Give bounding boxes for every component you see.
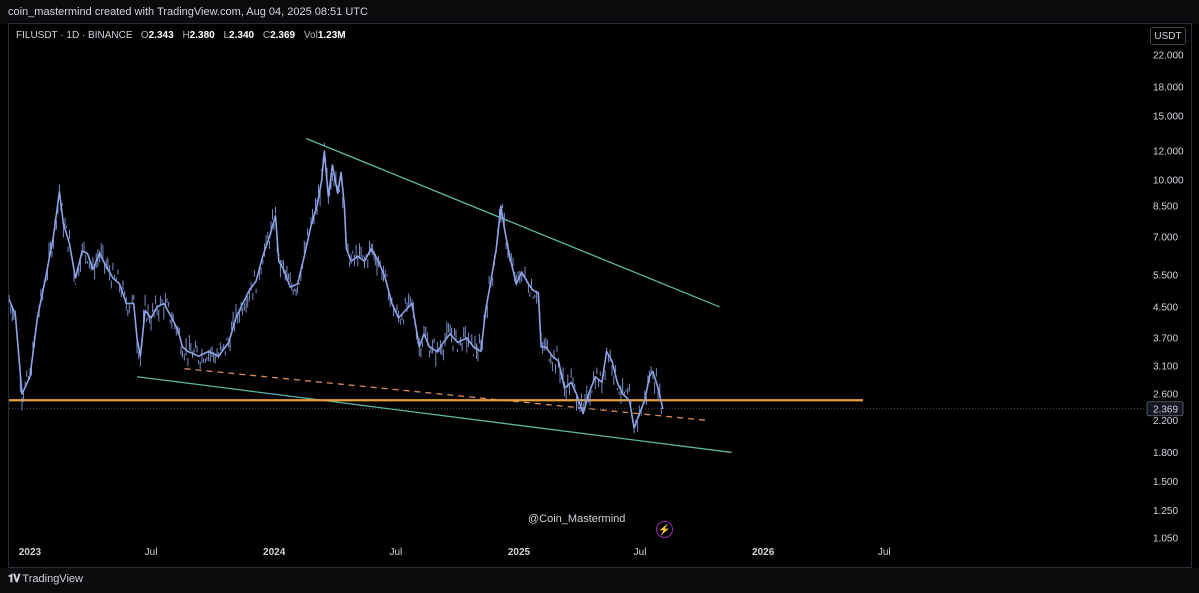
chart-frame	[8, 23, 1192, 568]
drawings	[9, 137, 863, 454]
x-tick-label: Jul	[145, 547, 158, 558]
y-tick-label: 1.250	[1153, 506, 1178, 517]
x-axis: 2023 Jul 2024 Jul 2025 Jul 2026 Jul	[19, 547, 891, 558]
y-tick-label: 1.500	[1153, 477, 1178, 488]
y-axis: 22.000 18.000 15.000 12.000 10.000 8.500 7.000…	[1153, 51, 1184, 545]
chart-header: coin_mastermind created with TradingView…	[0, 0, 1199, 24]
y-tick-label: 12.000	[1153, 147, 1184, 158]
low-label: L	[223, 30, 230, 41]
y-tick-label: 8.500	[1153, 201, 1178, 212]
y-tick-label: 3.700	[1153, 334, 1178, 345]
last-price-label: 2.369	[1153, 404, 1178, 415]
y-tick-label: 22.000	[1153, 51, 1184, 62]
y-tick-label: 5.500	[1153, 271, 1178, 282]
currency-button[interactable]: USDT	[1150, 27, 1186, 45]
lightning-icon[interactable]: ⚡	[656, 521, 673, 538]
y-tick-label: 2.600	[1153, 390, 1178, 401]
tv-logo-icon: 𝟏𝐕	[8, 573, 20, 585]
x-tick-label: Jul	[878, 547, 891, 558]
author-watermark: @Coin_Mastermind	[528, 513, 626, 525]
tradingview-brand: TradingView	[22, 573, 83, 585]
volume-value: 1.23M	[317, 30, 346, 41]
open-value: 2.343	[148, 30, 174, 41]
header-title: coin_mastermind created with TradingView…	[8, 6, 368, 18]
y-tick-label: 10.000	[1153, 176, 1184, 187]
dashed-trendline	[184, 368, 710, 422]
x-tick-label: 2025	[508, 547, 531, 558]
close-label: C	[262, 30, 271, 41]
high-label: H	[182, 30, 190, 41]
x-tick-label: 2024	[263, 547, 286, 558]
x-tick-label: 2023	[19, 547, 42, 558]
symbol-legend: FILUSDT · 1D · BINANCE O2.343 H2.380 L2.…	[16, 30, 352, 41]
x-tick-label: 2026	[752, 547, 775, 558]
close-value: 2.369	[270, 30, 296, 41]
y-tick-label: 3.100	[1153, 362, 1178, 373]
tradingview-logo[interactable]: 𝟏𝐕 TradingView	[8, 572, 83, 586]
price-series: 2.369	[8, 142, 1184, 434]
price-line	[8, 150, 664, 429]
upper-trendline	[306, 137, 720, 308]
open-label: O	[140, 30, 149, 41]
low-value: 2.340	[229, 30, 255, 41]
footer-bar	[0, 568, 1199, 593]
x-tick-label: Jul	[634, 547, 647, 558]
y-tick-label: 1.050	[1153, 534, 1178, 545]
y-tick-label: 7.000	[1153, 232, 1178, 243]
y-tick-label: 1.800	[1153, 448, 1178, 459]
y-tick-label: 4.500	[1153, 302, 1178, 313]
y-tick-label: 15.000	[1153, 111, 1184, 122]
x-tick-label: Jul	[390, 547, 403, 558]
high-value: 2.380	[189, 30, 215, 41]
volume-label: Vol	[303, 30, 318, 41]
symbol-name: FILUSDT · 1D · BINANCE	[16, 30, 133, 41]
lower-trendline	[136, 376, 732, 454]
last-price-tag	[1146, 401, 1184, 417]
y-tick-label: 2.200	[1153, 416, 1178, 427]
y-tick-label: 18.000	[1153, 82, 1184, 93]
